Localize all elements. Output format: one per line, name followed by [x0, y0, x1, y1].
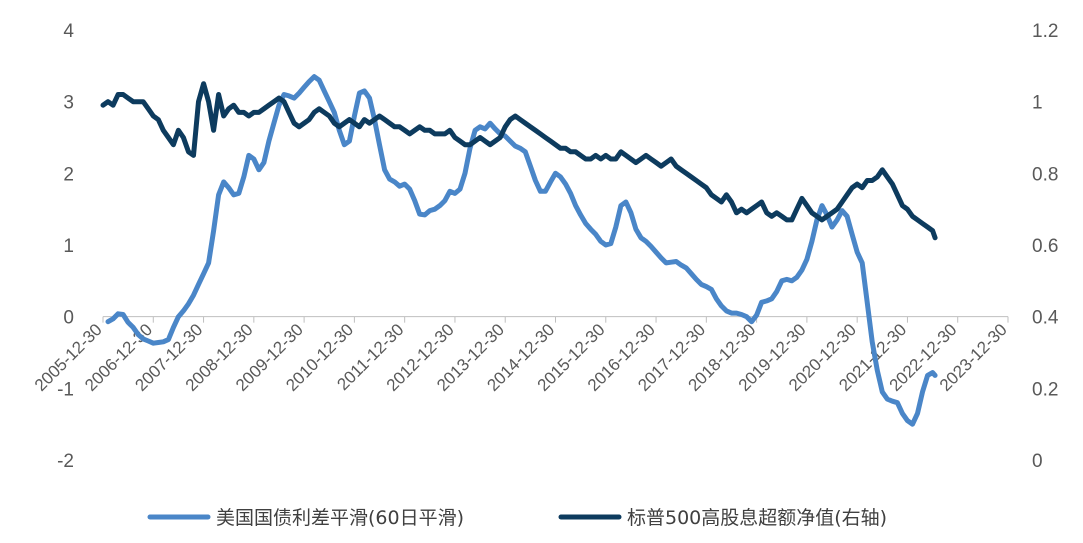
- right-axis-tick: 0.6: [1032, 236, 1058, 257]
- left-axis-tick: 3: [63, 93, 74, 114]
- left-axis-tick: 1: [63, 236, 74, 257]
- right-axis-tick: 0.8: [1032, 164, 1058, 185]
- left-axis-tick: 4: [63, 21, 74, 42]
- series-line-excess: [100, 81, 938, 241]
- series-line-spread: [105, 74, 938, 427]
- right-axis-tick: 1: [1032, 93, 1043, 114]
- right-axis-tick: 1.2: [1032, 21, 1058, 42]
- right-axis-tick: 0.4: [1032, 308, 1059, 329]
- left-axis-tick: -1: [57, 379, 74, 400]
- right-axis-tick: 0: [1032, 451, 1043, 472]
- left-axis-tick: 0: [63, 308, 74, 329]
- legend-label-excess: 标普500高股息超额净值(右轴): [627, 507, 887, 529]
- left-axis-tick: -2: [57, 451, 74, 472]
- left-axis-tick: 2: [63, 164, 74, 185]
- legend-label-spread: 美国国债利差平滑(60日平滑): [216, 507, 464, 529]
- right-axis-tick: 0.2: [1032, 379, 1058, 400]
